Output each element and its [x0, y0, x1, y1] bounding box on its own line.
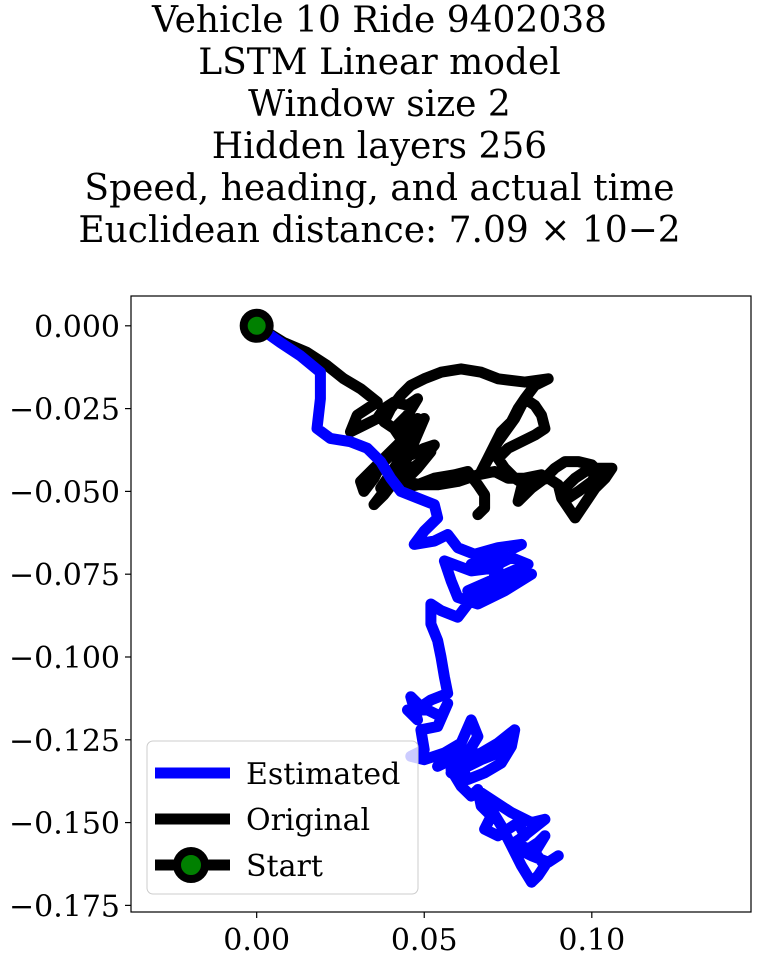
y-tick-label: −0.125 [9, 724, 120, 759]
y-tick-label: −0.175 [9, 889, 120, 924]
y-axis: 0.000 −0.025 −0.050 −0.075 −0.100 −0.125 −0.15… [9, 310, 131, 924]
legend-swatch-start-marker [173, 847, 209, 883]
chart-title: Vehicle 10 Ride 9402038 LSTM Linear mode… [0, 0, 759, 252]
y-tick-label: −0.050 [9, 475, 120, 510]
legend-label-start: Start [246, 849, 323, 884]
y-tick-label: −0.025 [9, 393, 120, 428]
legend-label-estimated: Estimated [246, 757, 400, 792]
series-line-estimated [251, 320, 564, 888]
title-line-vehicle: Vehicle 10 Ride 9402038 [151, 0, 608, 41]
legend-label-original: Original [246, 803, 370, 838]
title-line-distance: Euclidean distance: 7.09 × 10−2 [78, 210, 681, 251]
legend-box [146, 740, 419, 895]
series-line-original [251, 320, 618, 524]
title-line-hidden: Hidden layers 256 [211, 126, 548, 167]
x-tick-label: 0.05 [391, 923, 458, 958]
title-line-model: LSTM Linear model [198, 42, 561, 83]
start-point-marker [239, 308, 274, 343]
plot-area [239, 308, 618, 888]
x-tick-label: 0.00 [223, 923, 290, 958]
y-tick-label: 0.000 [34, 310, 120, 345]
title-line-window: Window size 2 [248, 84, 511, 125]
y-tick-label: −0.150 [9, 807, 120, 842]
axes-frame [130, 295, 752, 913]
title-line-features: Speed, heading, and actual time [84, 168, 675, 209]
y-tick-label: −0.100 [9, 641, 120, 676]
x-axis: 0.00 0.05 0.10 [223, 912, 625, 958]
y-tick-label: −0.075 [9, 558, 120, 593]
x-tick-label: 0.10 [558, 923, 625, 958]
legend: Estimated Original Start [146, 740, 419, 895]
